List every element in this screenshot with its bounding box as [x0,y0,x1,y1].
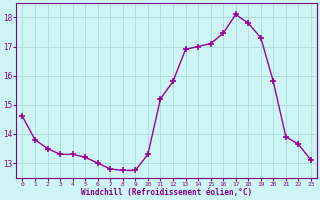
X-axis label: Windchill (Refroidissement éolien,°C): Windchill (Refroidissement éolien,°C) [81,188,252,197]
